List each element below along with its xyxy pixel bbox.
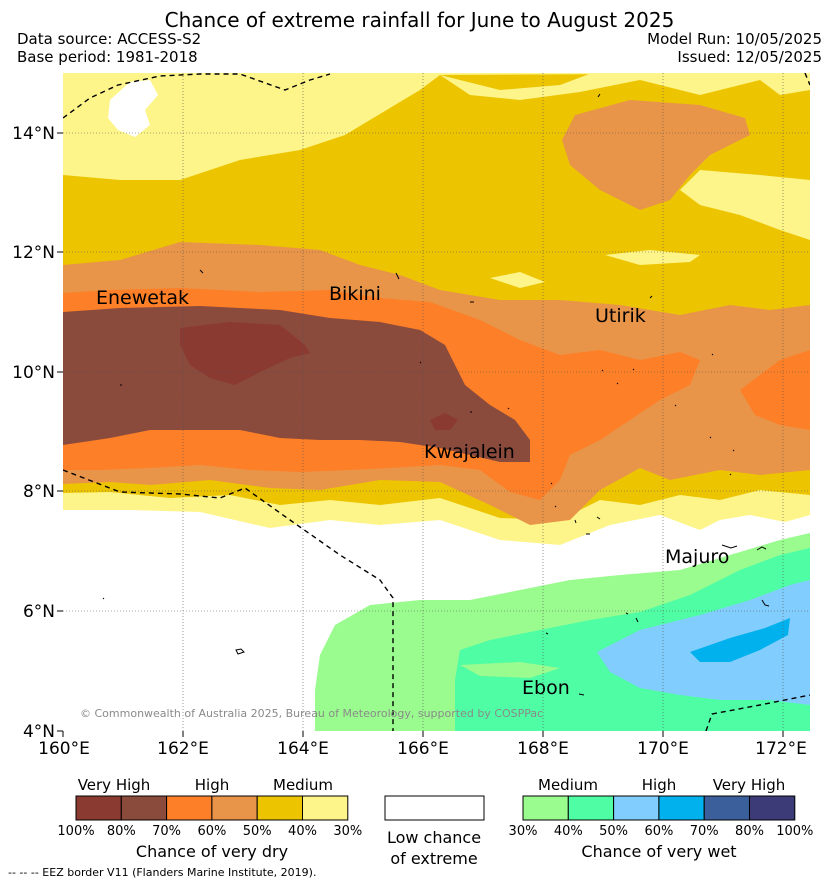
base-period-label: Base period: 1981-2018 [17, 48, 198, 66]
dry-legend-header: Very High [78, 776, 151, 794]
model-run-label: Model Run: 10/05/2025 [647, 30, 822, 48]
place-label-bikini: Bikini [329, 283, 381, 305]
neutral-swatch [384, 795, 485, 821]
dry-legend-swatch [256, 795, 304, 821]
dry-legend-swatch [75, 795, 122, 821]
dry-legend-tick: 80% [107, 824, 136, 839]
wet-legend-header: Medium [538, 776, 598, 794]
lon-label: 162°E [157, 739, 209, 759]
lat-label: 14°N [12, 124, 55, 144]
lon-label: 160°E [38, 739, 90, 759]
lon-label: 168°E [517, 739, 569, 759]
dry-legend-swatch [166, 795, 213, 821]
dry-legend-swatch [211, 795, 258, 821]
dry-legend-tick: 70% [152, 824, 181, 839]
place-label-majuro: Majuro [665, 546, 729, 568]
lat-label: 12°N [12, 243, 55, 263]
dry-80-100-patch [430, 413, 458, 430]
wet-legend-swatch [613, 795, 660, 821]
wet-legend-swatch [567, 795, 615, 821]
dry-legend: Very High High Medium 100% 80% 70% 60% 50% 40… [57, 776, 362, 861]
dry-30-40-patch [605, 250, 700, 265]
data-source-label: Data source: ACCESS-S2 [17, 30, 202, 48]
chart-title: Chance of extreme rainfall for June to A… [164, 8, 675, 32]
dry-80-100-region [180, 322, 310, 385]
dry-30-40-patch [490, 272, 545, 288]
lon-label: 164°E [277, 739, 329, 759]
axis-ticks [57, 132, 784, 737]
wet-legend-header: High [642, 776, 676, 794]
wet-legend-swatch [522, 795, 569, 821]
dry-legend-tick: 60% [197, 824, 226, 839]
wet-legend-tick: 40% [554, 824, 583, 839]
wet-legend: Medium High Very High 30% 40% 50% 60% 70% 80%… [509, 776, 814, 861]
eez-border [63, 73, 810, 731]
dry-legend-tick: 50% [243, 824, 272, 839]
lon-label: 166°E [397, 739, 449, 759]
place-label-ebon: Ebon [522, 677, 570, 699]
wet-legend-tick: 100% [776, 824, 813, 839]
dry-legend-swatch [120, 795, 168, 821]
lat-label: 10°N [12, 363, 55, 383]
eez-footnote: -- -- -- EEZ border V11 (Flanders Marine… [8, 866, 317, 879]
wet-legend-tick: 80% [735, 824, 764, 839]
issued-label: Issued: 12/05/2025 [677, 48, 822, 66]
neutral-legend: Low chance of extreme [384, 795, 485, 868]
wet-legend-header: Very High [713, 776, 786, 794]
wet-legend-tick: 50% [599, 824, 628, 839]
lat-label: 4°N [23, 722, 55, 742]
dry-70-80-region [63, 306, 530, 462]
wet-60-70-region [690, 618, 790, 662]
neutral-caption: of extreme [390, 849, 477, 868]
dry-legend-tick: 40% [288, 824, 317, 839]
place-label-kwajalein: Kwajalein [424, 441, 515, 463]
low-chance-patch [108, 80, 158, 137]
dry-legend-caption: Chance of very dry [136, 842, 288, 861]
dry-50-60-patch [562, 100, 750, 210]
dry-30-40-patch [680, 170, 810, 240]
place-label-utirik: Utirik [595, 305, 646, 327]
place-label-enewetak: Enewetak [96, 287, 189, 309]
dry-legend-header: High [195, 776, 229, 794]
wet-legend-swatch [703, 795, 751, 821]
wet-legend-tick: 60% [644, 824, 673, 839]
dry-60-70-patch [740, 350, 810, 430]
map-field: Enewetak Bikini Utirik Kwajalein Majuro … [63, 73, 810, 731]
dry-legend-tick: 100% [57, 824, 94, 839]
lat-label: 6°N [23, 602, 55, 622]
copyright-notice: © Commonwealth of Australia 2025, Bureau… [80, 707, 543, 720]
wet-30-40-patch [460, 662, 560, 678]
lon-label: 170°E [637, 739, 689, 759]
lon-label: 172°E [755, 739, 807, 759]
lat-label: 8°N [23, 482, 55, 502]
dry-30-40-patch [440, 73, 810, 100]
dry-legend-tick: 30% [333, 824, 362, 839]
wet-legend-tick: 30% [509, 824, 538, 839]
neutral-caption: Low chance [387, 828, 481, 847]
dry-legend-swatch [302, 795, 349, 821]
wet-legend-swatch [749, 795, 796, 821]
wet-legend-tick: 70% [690, 824, 719, 839]
wet-legend-swatch [658, 795, 705, 821]
wet-legend-caption: Chance of very wet [581, 842, 736, 861]
dry-legend-header: Medium [273, 776, 333, 794]
